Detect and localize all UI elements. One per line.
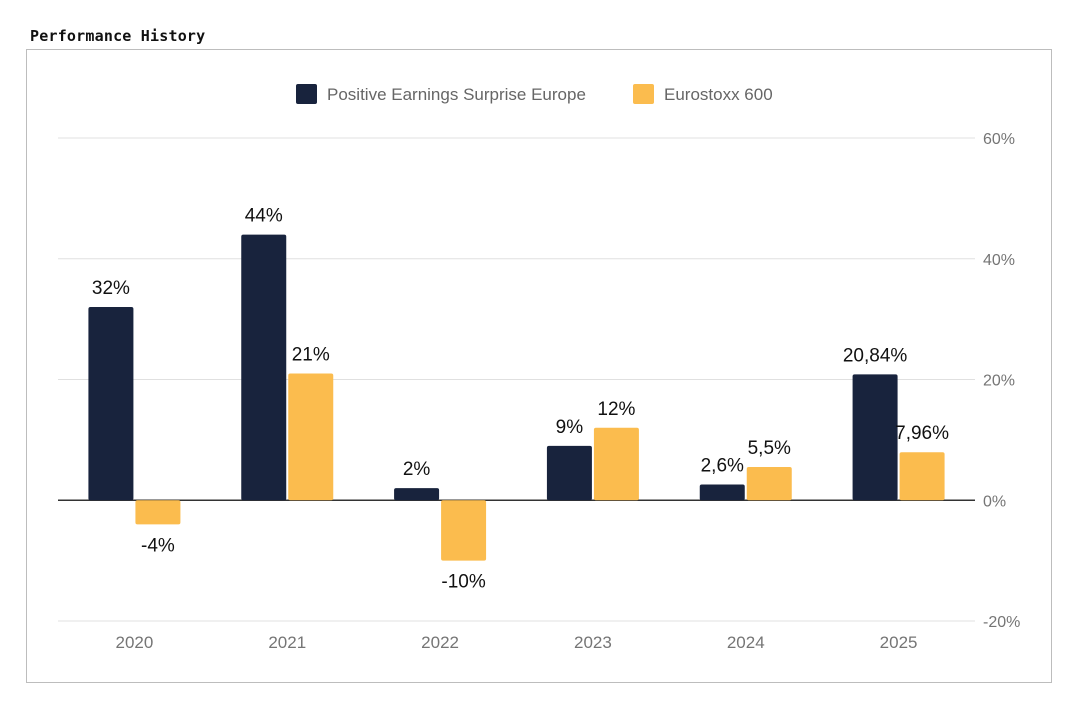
y-tick-label: 40% (983, 252, 1015, 269)
chart-frame (26, 49, 1052, 683)
bar-eurostoxx-600-2025 (899, 452, 945, 501)
data-label: 2% (403, 459, 431, 480)
legend-swatch (296, 84, 317, 104)
bar-positive-earnings-surprise-europe-2022 (394, 488, 440, 501)
data-label: 12% (597, 399, 635, 420)
legend: Positive Earnings Surprise Europe Eurosto… (296, 84, 773, 104)
x-tick-label: 2021 (268, 633, 306, 652)
bar-positive-earnings-surprise-europe-2024 (699, 484, 745, 501)
y-tick-label: 60% (983, 131, 1015, 148)
bar-eurostoxx-600-2021 (288, 373, 334, 501)
data-label: 32% (92, 278, 130, 299)
data-label: 2,6% (701, 456, 744, 477)
data-label: 9% (556, 417, 584, 438)
bar-positive-earnings-surprise-europe-2021 (241, 234, 287, 501)
bar-layer (88, 234, 945, 561)
bar-eurostoxx-600-2023 (593, 427, 639, 501)
page-title: Performance History (30, 27, 206, 45)
y-tick-label: 20% (983, 373, 1015, 390)
label-layer: 32% -4% 44% 21% 2% -10% 9% 12% 2,6%5,5% 20,84% 7,9… (92, 206, 949, 593)
bar-eurostoxx-600-2024 (746, 467, 792, 501)
legend-label: Positive Earnings Surprise Europe (327, 85, 586, 104)
y-tick-label: -20% (983, 614, 1020, 631)
x-tick-label: 2025 (880, 633, 918, 652)
legend-label: Eurostoxx 600 (664, 85, 773, 104)
bar-eurostoxx-600-2020 (135, 500, 181, 525)
data-label: -4% (141, 535, 175, 556)
bar-positive-earnings-surprise-europe-2020 (88, 307, 134, 501)
bar-eurostoxx-600-2022 (441, 500, 487, 561)
bar-positive-earnings-surprise-europe-2023 (546, 445, 592, 501)
x-tick-label: 2024 (727, 633, 765, 652)
data-label: -10% (441, 572, 485, 593)
data-label: 7,96% (895, 423, 949, 444)
legend-swatch (633, 84, 654, 104)
data-label: 20,84% (843, 345, 908, 366)
x-tick-label: 2022 (421, 633, 459, 652)
data-label: 5,5% (748, 438, 791, 459)
x-tick-label: 2020 (116, 633, 154, 652)
y-tick-label: 0% (983, 493, 1006, 510)
data-label: 44% (245, 206, 283, 227)
data-label: 21% (292, 344, 330, 365)
bar-positive-earnings-surprise-europe-2025 (852, 374, 898, 501)
axis-layer: 60% 40% 20% 0% -20% 2020 2021 2022 2023 2024 2025 (116, 131, 1021, 652)
x-tick-label: 2023 (574, 633, 612, 652)
grid-layer (58, 137, 975, 622)
